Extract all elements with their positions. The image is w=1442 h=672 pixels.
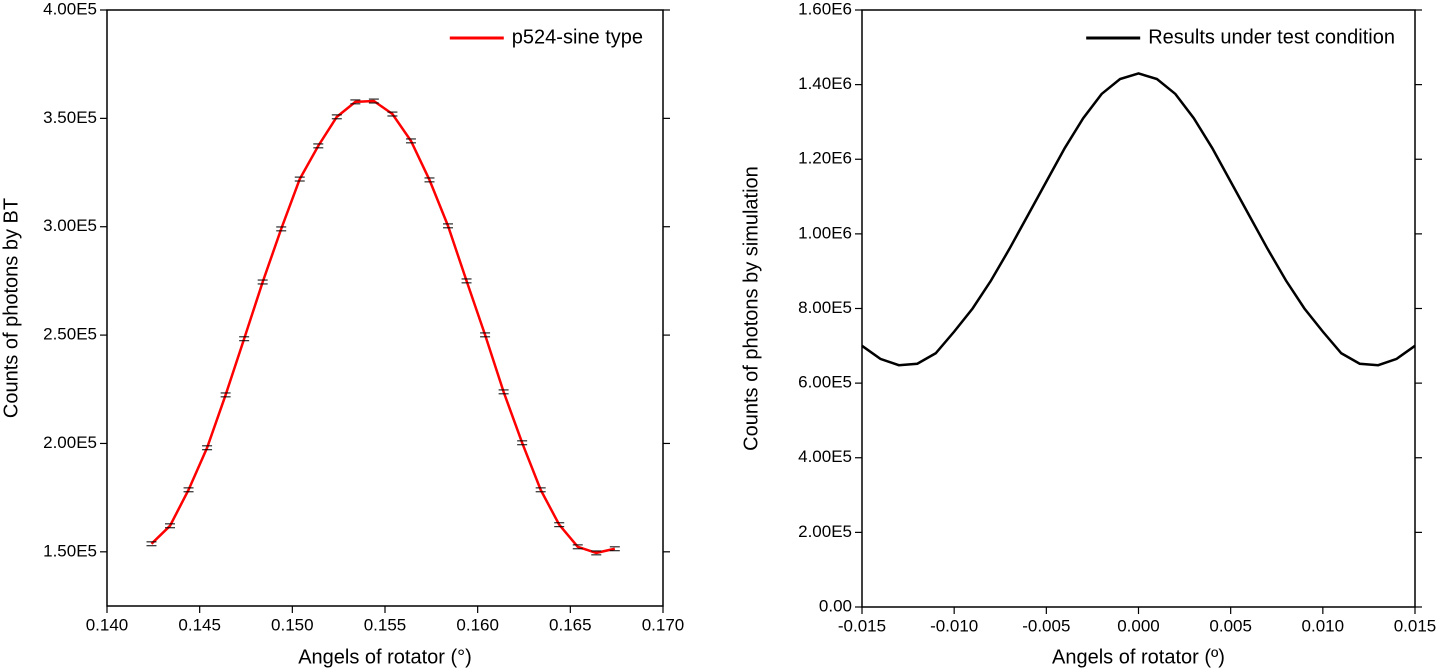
error-bar	[202, 445, 213, 451]
data-line	[861, 72, 1416, 367]
data-line	[150, 99, 616, 555]
error-bar	[183, 487, 194, 493]
y-tick-label: 1.60E6	[798, 0, 852, 18]
x-axis-title: Angels of rotator (º)	[1052, 646, 1225, 668]
x-tick-label: 0.165	[549, 615, 592, 634]
x-tick-label: 0.140	[86, 615, 129, 634]
y-tick-label: 2.00E5	[43, 433, 97, 452]
y-tick-label: 8.00E5	[798, 298, 852, 317]
plot-frame	[861, 9, 1416, 608]
y-tick-label: 3.00E5	[43, 216, 97, 235]
error-bar	[368, 98, 379, 104]
y-tick-label: 1.50E5	[43, 541, 97, 560]
error-bar	[554, 522, 565, 528]
x-tick-label: -0.015	[838, 616, 886, 635]
x-tick-label: 0.015	[1394, 616, 1437, 635]
error-bar	[461, 278, 472, 284]
error-bar	[239, 336, 250, 342]
error-bar	[294, 176, 305, 182]
error-bar	[350, 99, 361, 105]
x-tick-label: 0.170	[642, 615, 685, 634]
y-tick-label: 4.00E5	[798, 447, 852, 466]
x-tick-label: 0.000	[1117, 616, 1160, 635]
x-tick-label: 0.150	[271, 615, 314, 634]
error-bar	[220, 392, 231, 398]
error-bar	[480, 332, 491, 338]
error-bar	[572, 544, 583, 550]
error-bar	[331, 114, 342, 120]
error-bar	[276, 226, 287, 232]
y-axis-title: Counts of photons by simulation	[740, 166, 762, 451]
error-bar	[405, 138, 416, 144]
legend-text: p524-sine type	[512, 26, 643, 48]
error-bar	[498, 389, 509, 395]
error-bar	[535, 487, 546, 493]
y-axis-title: Counts of photons by BT	[0, 198, 22, 418]
x-tick-label: 0.155	[364, 615, 407, 634]
y-tick-label: 3.50E5	[43, 108, 97, 127]
error-bar	[443, 223, 454, 229]
y-tick-label: 1.40E6	[798, 74, 852, 93]
error-bar	[165, 523, 176, 529]
y-tick-label: 0.00	[819, 596, 852, 615]
x-tick-label: 0.005	[1209, 616, 1252, 635]
x-tick-label: 0.010	[1302, 616, 1345, 635]
y-tick-label: 6.00E5	[798, 373, 852, 392]
chart-panel: 0.140 0.145 0.150 0.155 0.160 0.165 0.170 1.50E…	[0, 0, 684, 668]
y-tick-label: 1.00E6	[798, 223, 852, 242]
x-tick-label: -0.010	[930, 616, 978, 635]
y-tick-label: 4.00E5	[43, 0, 97, 18]
error-bar	[609, 546, 620, 552]
plot-frame	[106, 9, 664, 607]
x-tick-label: -0.005	[1022, 616, 1070, 635]
error-bar	[146, 541, 157, 547]
error-bar	[387, 111, 398, 117]
error-bar	[257, 279, 268, 285]
error-bar	[424, 177, 435, 183]
x-tick-label: 0.145	[178, 615, 221, 634]
y-tick-label: 2.50E5	[43, 325, 97, 344]
error-bar	[517, 440, 528, 446]
y-tick-label: 2.00E5	[798, 522, 852, 541]
error-bar	[313, 143, 324, 149]
legend-text: Results under test condition	[1148, 26, 1395, 48]
chart-panel: -0.015 -0.010 -0.005 0.000 0.005 0.010 0.015 0.…	[740, 0, 1436, 668]
x-tick-label: 0.160	[456, 615, 499, 634]
y-tick-label: 1.20E6	[798, 149, 852, 168]
error-bar	[591, 550, 602, 556]
x-axis-title: Angels of rotator (°)	[298, 646, 472, 668]
